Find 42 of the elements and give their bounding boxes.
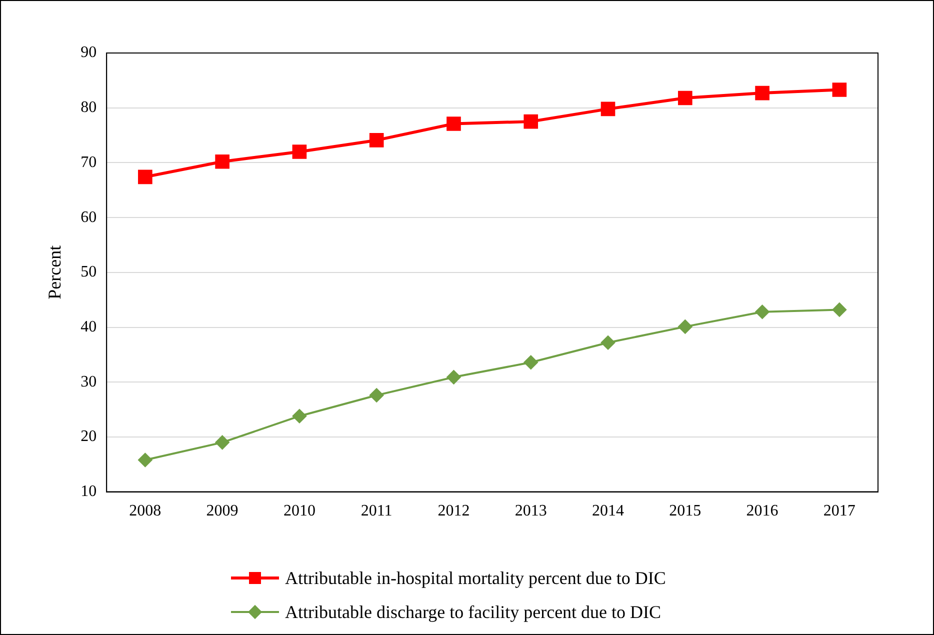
x-tick-label: 2017 [823,502,856,520]
y-tick-label: 80 [80,99,97,116]
point [369,133,384,148]
point [832,82,847,97]
y-tick-label: 50 [80,264,97,281]
x-tick-label: 2013 [514,502,547,520]
x-tick-label: 2014 [592,502,624,520]
y-tick-label: 30 [80,373,97,390]
point [678,90,692,106]
y-tick-label: 90 [80,44,97,62]
point [370,388,384,402]
y-tick-label: 20 [80,428,97,446]
x-tick-label: 2010 [283,502,316,520]
point [755,86,770,100]
point [138,170,152,184]
x-tick-label: 2009 [206,502,238,520]
point [524,355,538,370]
legend-label: Attributable in-hospital mortality percent due to DIC [285,568,666,588]
x-tick-label: 2012 [438,502,470,520]
x-tick-label: 2016 [746,502,778,520]
point [446,370,461,384]
point [524,114,538,129]
y-axis-title: Percent [44,245,65,300]
point [292,409,306,424]
point [601,336,616,350]
point [446,116,461,131]
x-tick-label: 2011 [360,502,392,520]
y-tick-label: 10 [80,483,97,500]
y-tick-label: 40 [80,318,97,336]
point [215,435,230,450]
point [292,144,307,159]
x-tick-label: 2015 [669,502,702,520]
point [138,452,152,467]
point [755,304,770,319]
legend-label: Attributable discharge to facility percent due to DIC [285,602,662,622]
y-tick-label: 70 [80,154,97,171]
point [215,154,230,169]
point [678,320,692,334]
point [832,302,846,317]
x-tick-label: 2008 [129,502,162,520]
y-tick-label: 60 [80,208,97,226]
point [600,102,616,116]
